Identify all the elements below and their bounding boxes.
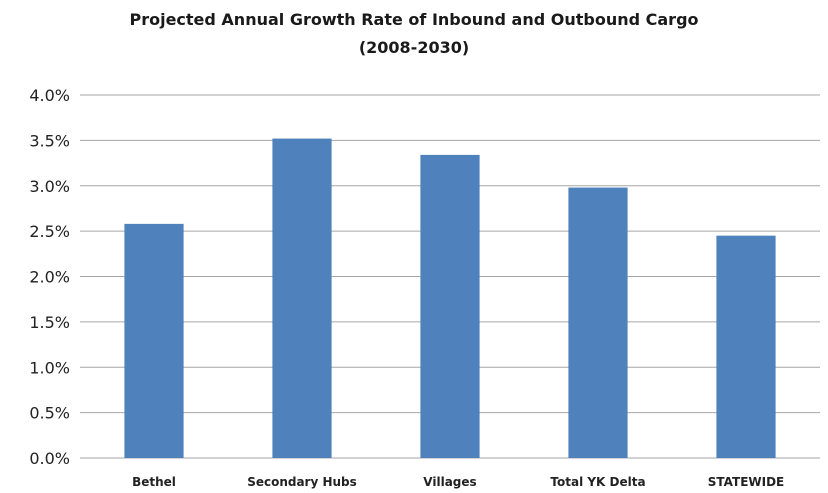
x-tick-label: Bethel — [132, 475, 176, 489]
y-tick-label: 3.0% — [29, 177, 70, 196]
chart-title-block: Projected Annual Growth Rate of Inbound … — [0, 6, 828, 62]
y-tick-label: 0.0% — [29, 449, 70, 468]
x-tick-label: Villages — [423, 475, 476, 489]
y-tick-label: 2.0% — [29, 268, 70, 287]
x-tick-label: STATEWIDE — [708, 475, 785, 489]
bars — [124, 138, 776, 458]
chart-subtitle: (2008-2030) — [358, 38, 470, 57]
y-tick-label: 4.0% — [29, 86, 70, 105]
bar-bethel — [124, 223, 184, 458]
y-axis-tick-labels: 0.0% 0.5% 1.0% 1.5% 2.0% 2.5% 3.0% 3.5% 4.0% — [29, 86, 70, 468]
y-tick-label: 0.5% — [29, 404, 70, 423]
chart-title: Projected Annual Growth Rate of Inbound … — [129, 10, 699, 29]
bar-total-yk-delta — [568, 187, 628, 458]
bar-secondary-hubs — [272, 138, 332, 458]
y-tick-label: 1.0% — [29, 358, 70, 377]
bar-villages — [420, 154, 480, 458]
y-tick-label: 3.5% — [29, 131, 70, 150]
x-axis-tick-labels: Bethel Secondary Hubs Villages Total YK Del… — [132, 475, 784, 489]
y-tick-label: 1.5% — [29, 313, 70, 332]
x-tick-label: Total YK Delta — [550, 475, 645, 489]
bar-statewide — [716, 235, 776, 458]
x-tick-label: Secondary Hubs — [247, 475, 357, 489]
y-tick-label: 2.5% — [29, 222, 70, 241]
